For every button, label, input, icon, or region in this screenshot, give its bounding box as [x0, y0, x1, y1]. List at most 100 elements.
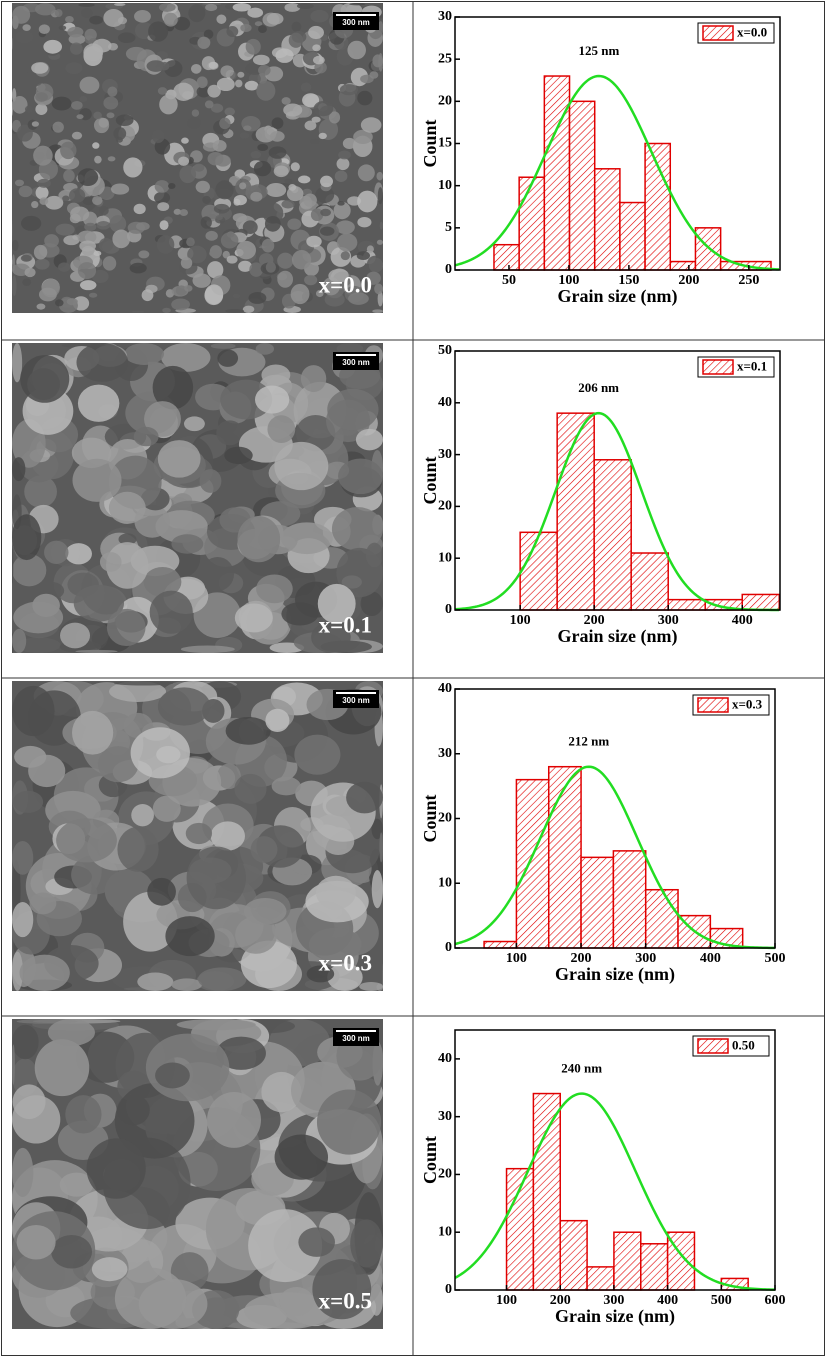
y-tick-label: 20 [438, 499, 452, 514]
grain [113, 127, 127, 140]
grain [94, 155, 102, 164]
grain [372, 309, 383, 313]
grain [338, 150, 351, 160]
grain [92, 195, 103, 206]
x-tick-label: 400 [657, 1293, 678, 1308]
histogram-bar [483, 940, 518, 949]
grain [186, 237, 195, 247]
grain [180, 257, 193, 269]
grain [319, 226, 335, 236]
grain [296, 3, 314, 9]
grain [379, 832, 383, 863]
histogram-bar [613, 1231, 642, 1291]
grain [35, 103, 48, 115]
grain [66, 298, 78, 306]
histogram-bar [568, 100, 596, 271]
grain [359, 981, 383, 991]
grain [242, 305, 255, 313]
grain [290, 283, 310, 305]
grain [63, 169, 75, 183]
grain [184, 285, 193, 292]
grain [12, 1084, 46, 1120]
grain [303, 193, 317, 207]
grain [12, 343, 23, 383]
grain [76, 343, 129, 382]
y-tick-label: 30 [438, 447, 452, 462]
grain [216, 763, 241, 790]
grain [261, 238, 275, 253]
grain [58, 262, 71, 272]
scale-bar-box [333, 1028, 379, 1046]
grain [60, 622, 91, 649]
grain [179, 209, 188, 217]
histogram-bar [694, 227, 722, 271]
grain [110, 183, 130, 195]
sem-image [11, 2, 384, 314]
grain [238, 260, 253, 272]
grain [213, 203, 230, 214]
grain [114, 1083, 195, 1159]
y-tick-label: 50 [438, 343, 452, 358]
grain [117, 826, 159, 872]
grain [256, 80, 276, 101]
grain [284, 3, 301, 12]
grain [242, 220, 258, 234]
grain [65, 62, 83, 75]
grain [54, 299, 64, 307]
grain [114, 1267, 187, 1330]
grain [60, 141, 77, 160]
grain [12, 254, 15, 272]
grain [320, 208, 332, 217]
grain [157, 202, 170, 212]
grain [138, 250, 150, 259]
y-tick-label: 5 [445, 220, 452, 235]
grain [12, 685, 55, 737]
grain [82, 196, 95, 206]
x-axis-title: Grain size (nm) [555, 1306, 675, 1327]
grain [277, 252, 294, 269]
grain [191, 109, 200, 117]
grain [106, 608, 146, 646]
y-tick-label: 10 [438, 875, 452, 890]
grain [44, 234, 59, 248]
grain [232, 293, 241, 299]
grain [12, 1024, 39, 1060]
grain [209, 249, 222, 258]
grain [281, 97, 291, 105]
grain [273, 165, 289, 178]
grain [237, 139, 252, 154]
grain [179, 165, 197, 184]
grain [258, 25, 267, 33]
grain [304, 274, 318, 286]
grain [109, 215, 127, 233]
grain [366, 255, 383, 274]
grain [143, 566, 182, 598]
grain [342, 137, 356, 150]
x-axis-title: Grain size (nm) [558, 286, 678, 307]
grain [186, 846, 246, 910]
grain [318, 132, 327, 140]
grain [210, 821, 245, 851]
grain [52, 121, 64, 133]
grain [311, 116, 321, 123]
grain [215, 215, 223, 221]
grain [346, 781, 383, 814]
sem-image [11, 343, 384, 654]
grain [287, 218, 302, 230]
plot-frame [454, 1029, 776, 1291]
grain [115, 114, 134, 127]
grain [134, 10, 151, 23]
grain [234, 773, 267, 804]
grain [261, 1071, 302, 1113]
grain [250, 150, 262, 159]
legend-label: 0.50 [732, 1037, 755, 1052]
grain [379, 221, 384, 230]
scale-bar-label: 300 nm [342, 358, 370, 367]
grain [327, 388, 379, 431]
grain [65, 1095, 102, 1134]
grain [67, 26, 84, 38]
grain [304, 120, 317, 131]
grain [20, 254, 32, 262]
grain [366, 271, 381, 285]
